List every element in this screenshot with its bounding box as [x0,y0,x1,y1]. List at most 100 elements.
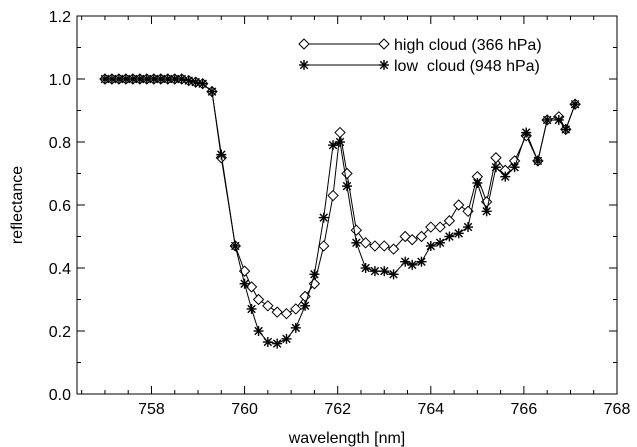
data-point [334,126,346,139]
data-point [318,240,330,252]
asterisk-stroke [342,181,352,191]
asterisk-stroke [561,125,571,134]
asterisk-stroke [400,257,410,266]
data-point [435,237,446,248]
data-point [532,155,543,166]
data-point [463,222,474,233]
data-point [360,263,371,273]
data-point [342,181,352,192]
asterisk-stroke [533,156,543,166]
data-point [290,322,301,333]
data-point [176,74,187,84]
data-point [453,228,464,239]
asterisk-stroke [352,238,361,248]
asterisk-stroke [121,74,131,84]
series-layer [99,73,581,349]
asterisk-stroke [114,74,124,84]
data-point [472,177,483,188]
asterisk-stroke [570,99,580,109]
asterisk-stroke [542,115,552,125]
data-point [246,303,257,314]
y-axis-label: reflectance [9,166,26,244]
series-low-cloud [99,74,581,349]
data-point [252,293,265,306]
data-point [155,74,166,84]
data-point [378,240,390,252]
data-point [169,74,180,84]
data-point [280,307,293,320]
x-tick-label: 758 [138,401,165,418]
data-point [230,240,241,251]
data-point [341,167,353,180]
data-point [500,171,511,182]
data-point [197,78,208,89]
asterisk-stroke [128,74,138,84]
y-tick-label: 0.2 [49,324,71,341]
asterisk-stroke [184,76,193,85]
data-point [253,326,264,336]
asterisk-stroke [156,74,166,84]
asterisk-stroke [379,60,389,70]
data-point [290,303,302,315]
asterisk-stroke [299,60,309,70]
asterisk-stroke [482,207,491,216]
y-tick-label: 0.4 [49,261,71,278]
data-point [553,114,564,125]
series-line [104,78,576,315]
data-point [335,137,346,147]
asterisk-stroke [335,137,345,147]
y-tick-label: 1.2 [49,9,71,26]
asterisk-stroke [501,172,510,181]
x-tick-label: 762 [324,401,351,418]
data-point [560,124,571,135]
data-point [359,237,372,249]
asterisk-stroke [491,162,501,172]
data-point [327,189,339,202]
asterisk-stroke [149,74,159,84]
asterisk-stroke [217,150,226,159]
x-axis-ticks: 758 760 762 764 766 768 [81,16,630,418]
asterisk-stroke [426,241,436,251]
data-point [350,224,363,236]
data-point [407,259,418,270]
legend-label: high cloud (366 hPa) [394,37,542,54]
data-point [216,149,227,160]
asterisk-stroke [291,323,301,333]
asterisk-stroke [454,229,463,238]
series-line [104,78,576,345]
data-point [369,266,380,277]
asterisk-stroke [100,74,110,84]
data-point [406,233,418,246]
legend: high cloud (366 hPa) low cloud (948 hPa) [298,37,542,75]
data-point [416,256,427,267]
asterisk-stroke [445,232,454,241]
data-point [490,152,502,164]
asterisk-stroke [389,270,398,279]
y-tick-label: 0.8 [49,135,71,152]
data-point [262,337,273,348]
data-point [272,338,283,349]
y-tick-label: 0.0 [49,387,71,404]
asterisk-stroke [247,304,256,314]
asterisk-stroke [407,260,417,270]
legend-marker [378,38,390,50]
asterisk-stroke [240,279,249,288]
asterisk-stroke [521,128,531,137]
data-point [262,300,274,312]
asterisk-stroke [263,337,273,347]
data-point [239,278,250,289]
data-point [318,212,329,223]
data-point [521,127,532,138]
series-high-cloud [99,73,581,320]
asterisk-stroke [282,334,291,344]
legend-label: low cloud (948 hPa) [394,58,540,75]
asterisk-stroke [300,301,310,311]
data-point [570,99,581,110]
asterisk-stroke [177,74,186,84]
data-point [542,114,553,125]
legend-entry: low cloud (948 hPa) [299,58,540,75]
x-tick-label: 760 [231,401,258,418]
asterisk-stroke [107,74,117,84]
data-point [425,221,437,233]
